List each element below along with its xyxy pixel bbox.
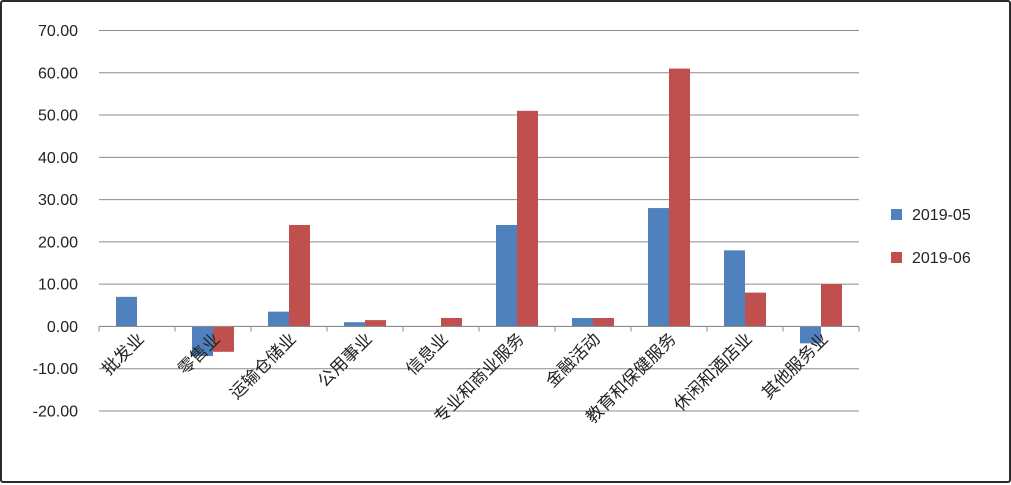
y-tick-label: 60.00 xyxy=(38,65,78,82)
bar-2019-05-0 xyxy=(116,296,137,327)
x-category-label: 其他服务业 xyxy=(758,329,832,403)
bar-2019-05-5 xyxy=(496,224,517,327)
x-category-label: 运输仓储业 xyxy=(226,329,300,403)
bar-2019-06-6 xyxy=(593,317,614,327)
y-axis-ticks: -20.00 -10.00 0.00 10.00 20.00 30.00 40.00 50.0… xyxy=(33,23,78,421)
x-category-label: 公用事业 xyxy=(314,329,376,391)
bar-2019-05-9 xyxy=(800,326,821,344)
y-tick-label: 0.00 xyxy=(47,319,78,336)
x-category-label: 批发业 xyxy=(98,329,148,379)
bar-2019-06-9 xyxy=(821,284,842,327)
legend: 2019-05 2019-06 xyxy=(891,207,971,267)
bar-2019-06-8 xyxy=(745,292,766,327)
zero-axis xyxy=(98,325,860,332)
y-tick-label: 20.00 xyxy=(38,234,78,251)
bar-2019-06-2 xyxy=(289,224,310,327)
y-tick-label: -20.00 xyxy=(33,404,78,421)
y-tick-label: 10.00 xyxy=(38,277,78,294)
bar-2019-05-1 xyxy=(192,326,213,357)
bars xyxy=(116,68,842,357)
legend-swatch xyxy=(891,209,902,220)
bar-2019-06-5 xyxy=(517,110,538,327)
bar-2019-06-1 xyxy=(213,326,234,352)
bar-2019-05-3 xyxy=(344,322,365,327)
bar-2019-05-8 xyxy=(724,250,745,327)
y-tick-label: 40.00 xyxy=(38,150,78,167)
y-tick-label: 70.00 xyxy=(38,23,78,40)
gridlines xyxy=(99,30,859,412)
y-tick-label: 30.00 xyxy=(38,192,78,209)
x-category-label: 休闲和酒店业 xyxy=(670,329,756,415)
legend-label: 2019-06 xyxy=(912,250,971,267)
legend-swatch xyxy=(891,252,902,263)
bar-2019-05-2 xyxy=(268,311,289,327)
bar-2019-06-3 xyxy=(365,320,386,327)
x-category-label: 信息业 xyxy=(402,329,452,379)
y-tick-label: -10.00 xyxy=(33,361,78,378)
bar-2019-05-7 xyxy=(648,208,669,327)
bar-2019-05-6 xyxy=(572,317,593,327)
bar-2019-06-7 xyxy=(669,68,690,327)
legend-label: 2019-05 xyxy=(912,207,971,224)
y-tick-label: 50.00 xyxy=(38,108,78,125)
bar-2019-06-4 xyxy=(441,317,462,327)
x-category-label: 金融活动 xyxy=(542,329,604,391)
